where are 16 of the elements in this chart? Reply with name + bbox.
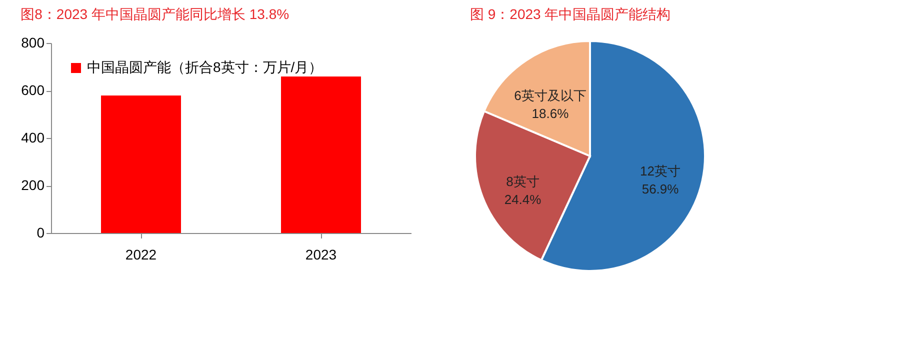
- y-tick-label: 800: [21, 34, 45, 50]
- slice-label: 12英寸: [640, 164, 681, 179]
- x-tick-label: 2022: [125, 246, 157, 262]
- y-tick-label: 400: [21, 130, 45, 146]
- slice-label: 8英寸: [506, 174, 540, 189]
- y-tick-label: 200: [21, 177, 45, 193]
- data-label: 18.6%: [532, 106, 570, 121]
- chart-title: 图 9：2023 年中国晶圆产能结构: [470, 6, 671, 22]
- legend-label: 中国晶圆产能（折合8英寸：万片/月）: [87, 59, 323, 75]
- slice-label: 6英寸及以下: [514, 88, 586, 103]
- chart-title: 图8：2023 年中国晶圆产能同比增长 13.8%: [20, 6, 290, 22]
- x-tick-label: 2023: [305, 246, 337, 262]
- y-tick-label: 600: [21, 82, 45, 98]
- data-label: 24.4%: [504, 192, 542, 207]
- data-label: 56.9%: [642, 182, 680, 197]
- y-tick-label: 0: [36, 224, 45, 240]
